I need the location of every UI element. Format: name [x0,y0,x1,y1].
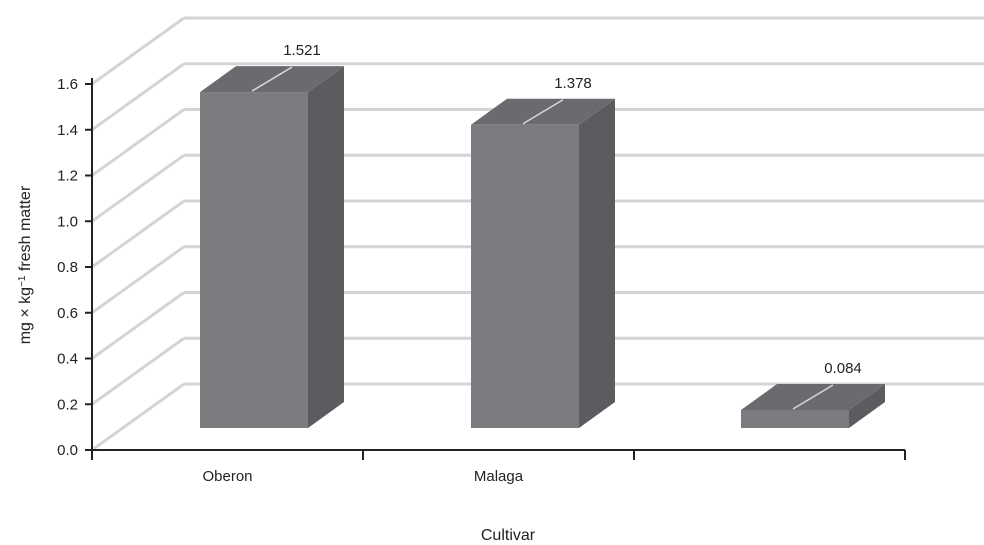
x-axis-title: Cultivar [481,527,536,544]
y-tick-label: 1.2 [57,168,78,185]
bar-side-face [308,66,344,428]
y-tick-label: 1.0 [57,213,78,230]
y-tick-label: 0.2 [57,396,78,413]
y-axis-title: mg × kg−1 fresh matter [17,185,35,344]
y-axis-title-suffix: fresh matter [17,185,34,275]
y-tick-label: 1.6 [57,76,78,93]
y-tick-label: 0.0 [57,442,78,459]
bar-side-face [849,384,885,428]
bar-value-label: 0.084 [824,360,862,377]
gridline [91,62,984,131]
y-axis-title-superscript: −1 [17,275,28,287]
bar-side-face [579,98,615,428]
y-tick-label: 0.4 [57,351,78,368]
y-tick-label: 1.4 [57,122,78,139]
axes: 0.0 0.2 0.4 0.6 0.8 1.0 1.2 1.4 1.6 Oberon Malaga [57,76,906,485]
x-tick-label: Oberon [202,468,252,485]
label-leader-line [251,66,293,92]
bar-front-face [741,410,849,428]
bar-value-label: 1.521 [283,42,321,59]
bars [200,66,885,428]
y-tick-label: 0.6 [57,305,78,322]
data-labels: 1.521 1.378 0.084 [283,42,862,377]
label-leader-line [792,384,834,410]
y-axis-title-prefix: mg × kg [17,287,34,344]
bar-front-face [200,92,308,428]
bar-unnamed [741,384,885,428]
x-tick-label: Malaga [474,468,524,485]
bar-front-face [471,124,579,428]
bar-malaga [471,98,615,428]
y-tick-label: 0.8 [57,259,78,276]
gridline [91,16,984,86]
label-leader-line [522,99,564,125]
bar-oberon [200,66,344,428]
bar-value-label: 1.378 [554,75,592,92]
